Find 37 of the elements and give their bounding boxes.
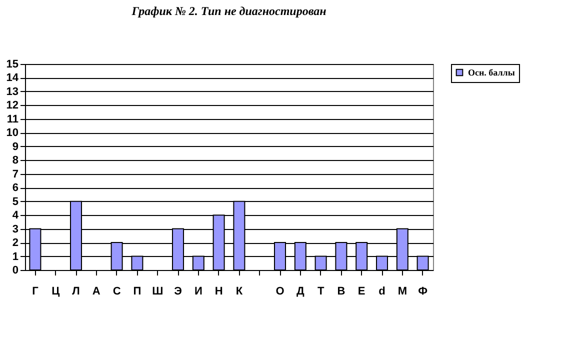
legend-label: Осн. баллы — [468, 68, 515, 78]
y-tick-label: 14 — [6, 72, 20, 84]
y-tick-label: 15 — [6, 58, 18, 70]
x-tick-label: Г — [32, 286, 40, 298]
y-tick-label: 8 — [12, 154, 18, 167]
x-tick-label: Н — [214, 286, 223, 298]
x-tick-label: П — [133, 286, 142, 298]
x-tick-label: И — [194, 286, 202, 298]
x-tick-label: В — [337, 286, 346, 298]
chart-title: График № 2. Тип не диагностирован — [130, 4, 327, 18]
x-tick-label: К — [236, 286, 243, 298]
x-tick-label: О — [276, 286, 285, 298]
y-tick-label: 1 — [12, 250, 18, 263]
x-tick-label: Е — [358, 286, 366, 298]
x-tick-label: Э — [174, 286, 182, 298]
y-tick-label: 9 — [12, 140, 18, 153]
y-tick-label: 11 — [6, 113, 18, 126]
y-tick-label: 0 — [12, 264, 18, 276]
x-tick-label: Т — [317, 286, 324, 298]
y-tick-label: 3 — [12, 223, 18, 236]
x-tick-label: С — [112, 286, 121, 298]
y-tick-label: 2 — [12, 237, 18, 250]
x-tick-label: Д — [296, 286, 304, 298]
y-tick-label: 12 — [6, 100, 18, 112]
x-tick-label: Ш — [152, 286, 164, 298]
x-tick-label: М — [398, 286, 407, 298]
y-tick-label: 4 — [12, 210, 20, 222]
y-tick-label: 7 — [12, 168, 18, 180]
y-tick-label: 5 — [12, 196, 18, 208]
x-tick-label: Ф — [418, 286, 428, 298]
x-tick-label: Л — [72, 286, 80, 298]
x-tick-label: d — [378, 286, 386, 298]
x-tick-label: Ц — [52, 286, 60, 298]
y-tick-label: 6 — [12, 182, 18, 194]
y-tick-label: 10 — [6, 127, 18, 140]
y-tick-label: 13 — [6, 86, 18, 98]
x-tick-label: А — [92, 286, 100, 298]
